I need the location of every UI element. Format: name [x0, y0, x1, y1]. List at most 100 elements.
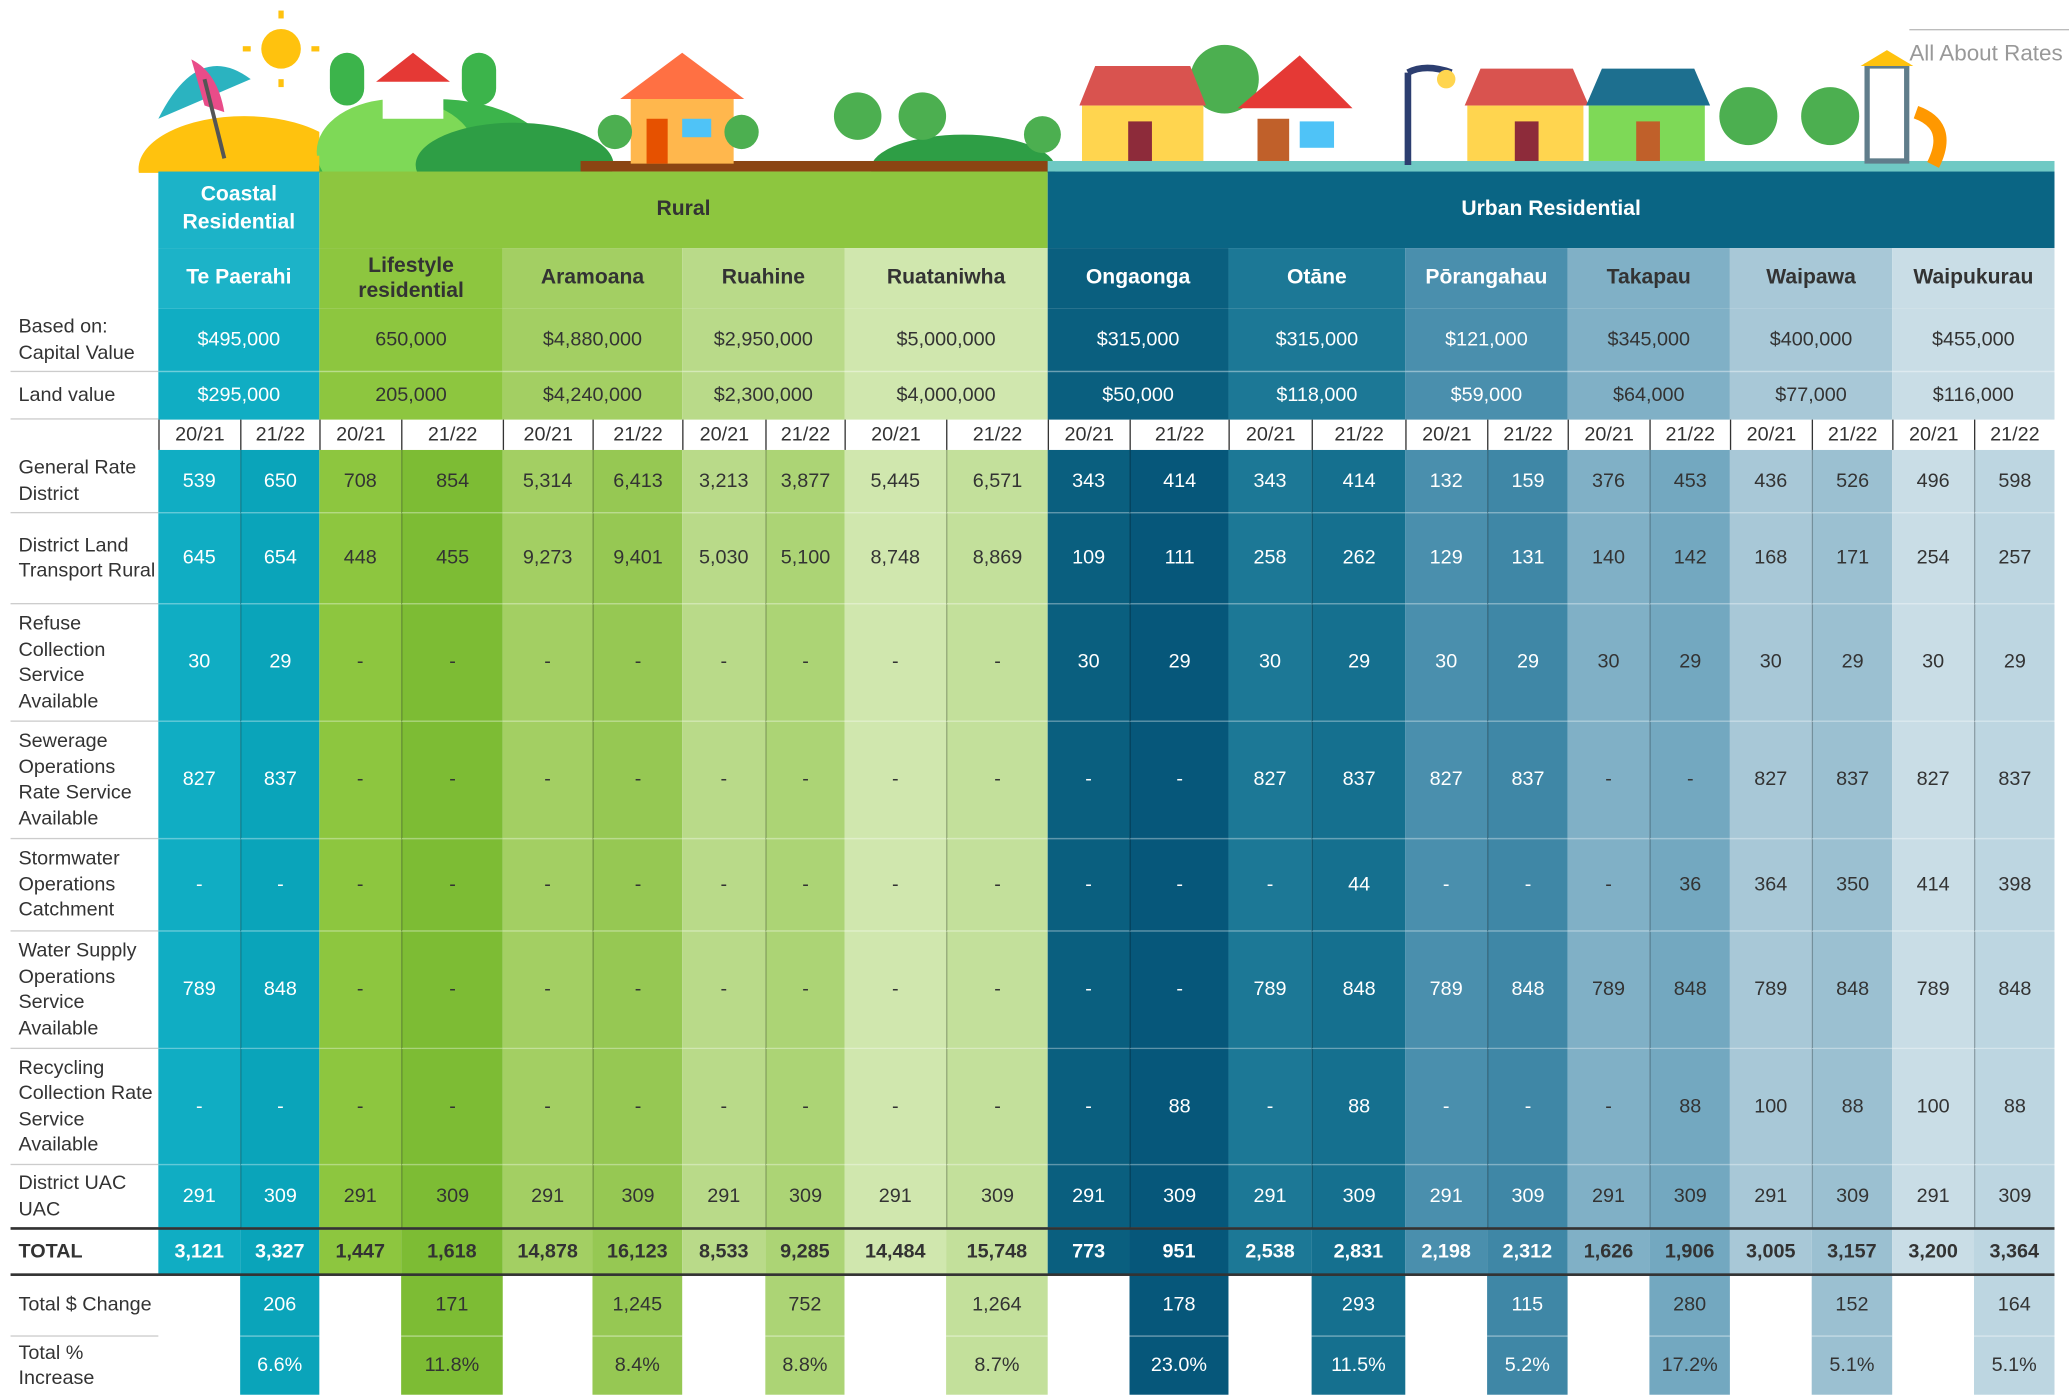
row-label: Stormwater Operations Catchment — [11, 839, 159, 931]
value-cell: 598 — [1974, 450, 2054, 513]
value-cell: 309 — [1487, 1165, 1567, 1228]
total-cell: 9,285 — [765, 1228, 844, 1274]
capital-value: $400,000 — [1730, 309, 1892, 372]
value-cell: - — [319, 839, 401, 931]
value-cell: 44 — [1312, 839, 1406, 931]
increase-cell: 17.2% — [1649, 1337, 1729, 1395]
row-label: District Land Transport Rural — [11, 513, 159, 604]
change-cell: 1,245 — [592, 1275, 682, 1337]
value-cell: - — [765, 839, 844, 931]
increase-cell: 11.8% — [401, 1337, 503, 1395]
value-cell: 30 — [1228, 604, 1311, 721]
value-cell: 291 — [1568, 1165, 1650, 1228]
increase-cell: 5.2% — [1487, 1337, 1567, 1395]
value-cell: 142 — [1649, 513, 1729, 604]
capital-value: $121,000 — [1405, 309, 1567, 372]
value-cell: - — [682, 604, 765, 721]
value-cell: 3,213 — [682, 450, 765, 513]
area-header: Waipukurau — [1892, 248, 2054, 309]
area-header: Aramoana — [503, 248, 682, 309]
value-cell: - — [503, 1049, 593, 1165]
value-cell: - — [1048, 839, 1130, 931]
land-value: 205,000 — [319, 372, 502, 420]
value-cell: 827 — [1405, 722, 1487, 839]
value-cell: - — [1568, 722, 1650, 839]
value-cell: 309 — [401, 1165, 503, 1228]
total-cell: 773 — [1048, 1228, 1130, 1274]
value-cell: - — [844, 722, 946, 839]
value-cell: 291 — [1405, 1165, 1487, 1228]
capital-value: $4,880,000 — [503, 309, 682, 372]
change-cell: 1,264 — [946, 1275, 1048, 1337]
value-cell: 854 — [401, 450, 503, 513]
total-cell: 1,447 — [319, 1228, 401, 1274]
year-label: 20/21 — [1048, 420, 1130, 450]
value-cell: - — [1130, 722, 1229, 839]
value-cell: - — [682, 722, 765, 839]
value-cell: 168 — [1730, 513, 1812, 604]
value-cell: 309 — [1974, 1165, 2054, 1228]
value-cell: - — [592, 932, 682, 1049]
value-cell: 8,748 — [844, 513, 946, 604]
value-cell: 29 — [1130, 604, 1229, 721]
value-cell: - — [1487, 839, 1567, 931]
value-cell: - — [765, 604, 844, 721]
value-cell: - — [592, 1049, 682, 1165]
capital-value: $495,000 — [158, 309, 319, 372]
value-cell: 309 — [1812, 1165, 1892, 1228]
value-cell: - — [503, 839, 593, 931]
value-cell: 309 — [1649, 1165, 1729, 1228]
nav-link[interactable]: All About Rates — [1909, 29, 2069, 67]
value-cell: 111 — [1130, 513, 1229, 604]
year-label: 21/22 — [1649, 420, 1729, 450]
capital-value: $2,950,000 — [682, 309, 844, 372]
value-cell: 9,401 — [592, 513, 682, 604]
value-cell: - — [946, 932, 1048, 1049]
value-cell: 5,314 — [503, 450, 593, 513]
value-cell: - — [592, 839, 682, 931]
total-cell: 3,157 — [1812, 1228, 1892, 1274]
area-header: Lifestyle residential — [319, 248, 502, 309]
change-cell: 280 — [1649, 1275, 1729, 1337]
value-cell: 448 — [319, 513, 401, 604]
value-cell: - — [682, 1049, 765, 1165]
total-cell: 1,626 — [1568, 1228, 1650, 1274]
value-cell: 827 — [1730, 722, 1812, 839]
row-label: Water Supply Operations Service Availabl… — [11, 932, 159, 1049]
value-cell: 309 — [946, 1165, 1048, 1228]
value-cell: 88 — [1812, 1049, 1892, 1165]
value-cell: - — [592, 722, 682, 839]
row-label: Based on: Capital Value — [11, 309, 159, 372]
year-label: 20/21 — [1730, 420, 1812, 450]
increase-cell: 8.8% — [765, 1337, 844, 1395]
year-label: 21/22 — [946, 420, 1048, 450]
year-label: 21/22 — [592, 420, 682, 450]
row-label: TOTAL — [11, 1228, 159, 1274]
value-cell: 109 — [1048, 513, 1130, 604]
value-cell: 5,030 — [682, 513, 765, 604]
year-label: 20/21 — [1228, 420, 1311, 450]
total-cell: 1,618 — [401, 1228, 503, 1274]
total-cell: 2,198 — [1405, 1228, 1487, 1274]
value-cell: 708 — [319, 450, 401, 513]
total-cell: 2,831 — [1312, 1228, 1406, 1274]
value-cell: - — [503, 604, 593, 721]
change-cell: 293 — [1312, 1275, 1406, 1337]
value-cell: 30 — [158, 604, 240, 721]
value-cell: - — [592, 604, 682, 721]
value-cell: 36 — [1649, 839, 1729, 931]
value-cell: 129 — [1405, 513, 1487, 604]
total-cell: 3,327 — [240, 1228, 319, 1274]
value-cell: - — [401, 604, 503, 721]
value-cell: - — [765, 722, 844, 839]
year-label: 20/21 — [682, 420, 765, 450]
row-label: Land value — [11, 372, 159, 420]
value-cell: 848 — [240, 932, 319, 1049]
value-cell: 453 — [1649, 450, 1729, 513]
change-cell: 178 — [1130, 1275, 1229, 1337]
total-cell: 14,484 — [844, 1228, 946, 1274]
value-cell: 645 — [158, 513, 240, 604]
value-cell: 29 — [1974, 604, 2054, 721]
year-label: 21/22 — [765, 420, 844, 450]
illustration — [0, 0, 2069, 173]
